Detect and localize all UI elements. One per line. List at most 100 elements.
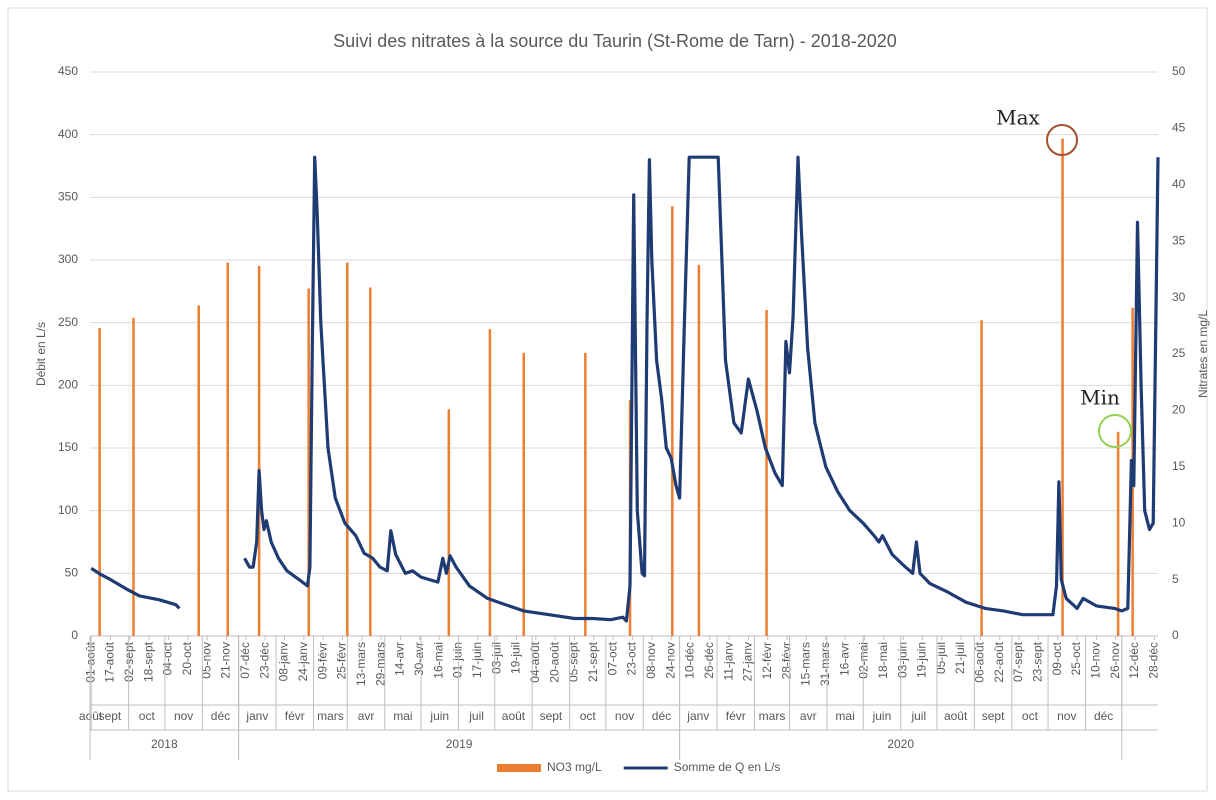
x-tick-label: 23-sept bbox=[1031, 641, 1045, 682]
month-label: sept bbox=[540, 709, 563, 723]
y-axis-title: Débit en L/s bbox=[34, 322, 48, 386]
y2-tick-label: 5 bbox=[1172, 572, 1179, 586]
line bbox=[90, 155, 1160, 623]
x-tick-label: 03-juin bbox=[895, 642, 909, 678]
x-tick-label: 19-juin bbox=[915, 642, 929, 678]
x-tick-label: 31-mars bbox=[818, 642, 832, 686]
x-tick-label: 09-oct bbox=[1050, 641, 1064, 675]
x-tick-label: 12-févr bbox=[760, 642, 774, 679]
y-tick-label: 200 bbox=[58, 378, 78, 392]
annotation: Max bbox=[996, 106, 1040, 130]
month-label: mai bbox=[393, 709, 412, 723]
x-tick-label: 05-sept bbox=[567, 641, 581, 682]
x-tick-label: 14-avr bbox=[393, 642, 407, 676]
month-label: oct bbox=[139, 709, 156, 723]
y-tick-label: 300 bbox=[58, 252, 78, 266]
chart-frame bbox=[7, 7, 1208, 792]
y2-tick-label: 20 bbox=[1172, 403, 1186, 417]
bar bbox=[765, 310, 768, 636]
y-tick-label: 0 bbox=[71, 628, 78, 642]
month-label: juil bbox=[468, 709, 484, 723]
y2-tick-label: 10 bbox=[1172, 515, 1186, 529]
month-label: févr bbox=[285, 709, 305, 723]
x-tick-label: 06-août bbox=[973, 641, 987, 682]
month-label: déc bbox=[652, 709, 671, 723]
x-tick-label: 04-oct bbox=[161, 641, 175, 675]
bar bbox=[522, 352, 525, 636]
bar bbox=[197, 305, 200, 636]
x-tick-label: 07-déc bbox=[238, 642, 252, 679]
max-circle bbox=[1046, 124, 1078, 156]
x-tick-label: 07-sept bbox=[1011, 641, 1025, 682]
month-label: déc bbox=[211, 709, 230, 723]
bar bbox=[257, 266, 261, 636]
bar bbox=[584, 352, 587, 636]
x-tick-label: 28-févr bbox=[779, 642, 793, 679]
bar bbox=[98, 328, 101, 636]
x-tick-label: 20-oct bbox=[180, 641, 194, 675]
month-label: août bbox=[944, 709, 968, 723]
x-tick-label: 24-nov bbox=[663, 642, 677, 679]
month-label: nov bbox=[1057, 709, 1076, 723]
x-tick-label: 03-juil bbox=[489, 642, 503, 674]
x-tick-label: 10-nov bbox=[1089, 642, 1103, 679]
month-label: juil bbox=[910, 709, 926, 723]
month-label: déc bbox=[1094, 709, 1113, 723]
bar bbox=[307, 288, 310, 636]
y-tick-label: 450 bbox=[58, 64, 78, 78]
y2-tick-label: 45 bbox=[1172, 121, 1186, 135]
x-tick-label: 18-sept bbox=[141, 641, 155, 682]
month-label: juin bbox=[429, 709, 449, 723]
bar bbox=[369, 287, 372, 636]
y2-tick-label: 0 bbox=[1172, 628, 1179, 642]
bar bbox=[488, 329, 492, 636]
chart-title: Suivi des nitrates à la source du Taurin… bbox=[333, 31, 897, 51]
year-label: 2020 bbox=[887, 737, 914, 751]
plot-area: 0 50 100 150 200 250 300 350 400 450 0 5 10 15 20 25 30 3… bbox=[58, 64, 1186, 774]
y2-tick-label: 40 bbox=[1172, 177, 1186, 191]
x-tick-label: 01-juin bbox=[451, 642, 465, 678]
x-tick-label: 21-sept bbox=[586, 641, 600, 682]
y-tick-label: 150 bbox=[58, 440, 78, 454]
y2-tick-label: 15 bbox=[1172, 459, 1186, 473]
year-label: 2019 bbox=[446, 737, 473, 751]
month-label: sept bbox=[99, 709, 122, 723]
month-label: janv bbox=[245, 709, 268, 723]
y2-tick-label: 35 bbox=[1172, 233, 1186, 247]
month-label: mars bbox=[759, 709, 786, 723]
month-label: avr bbox=[358, 709, 375, 723]
y2-tick-label: 25 bbox=[1172, 346, 1186, 360]
x-tick-label: 23-oct bbox=[625, 641, 639, 675]
x-tick-label: 04-août bbox=[528, 641, 542, 682]
bar bbox=[697, 264, 701, 636]
month-label: janv bbox=[686, 709, 709, 723]
x-tick-label: 20-août bbox=[547, 641, 561, 682]
month-label: nov bbox=[615, 709, 634, 723]
y2-tick-label: 30 bbox=[1172, 290, 1186, 304]
x-tick-label: 09-févr bbox=[315, 642, 329, 679]
x-tick-label: 26-déc bbox=[702, 642, 716, 679]
x-tick-label: 10-déc bbox=[683, 642, 697, 679]
legend-swatch bbox=[497, 764, 541, 772]
annotation: Min bbox=[1080, 386, 1120, 410]
bar bbox=[671, 206, 674, 636]
month-label: nov bbox=[174, 709, 193, 723]
legend-label: Somme de Q en L/s bbox=[674, 760, 781, 774]
month-label: avr bbox=[800, 709, 817, 723]
y2-axis-title: Nitrates en mg/L bbox=[1196, 310, 1210, 398]
month-label: août bbox=[502, 709, 526, 723]
x-tick-label: 27-janv bbox=[741, 642, 755, 681]
x-tick-label: 29-mars bbox=[373, 642, 387, 686]
x-tick-label: 25-févr bbox=[335, 642, 349, 679]
x-tick-label: 13-mars bbox=[354, 642, 368, 686]
y-tick-label: 350 bbox=[58, 190, 78, 204]
month-label: mars bbox=[317, 709, 344, 723]
x-tick-label: 23-déc bbox=[257, 642, 271, 679]
x-tick-label: 21-juil bbox=[953, 642, 967, 674]
bar bbox=[226, 262, 229, 636]
x-tick-label: 28-déc bbox=[1147, 642, 1161, 679]
x-tick-label: 08-nov bbox=[644, 642, 658, 679]
bar bbox=[1116, 431, 1120, 636]
x-tick-label: 05-juil bbox=[934, 642, 948, 674]
